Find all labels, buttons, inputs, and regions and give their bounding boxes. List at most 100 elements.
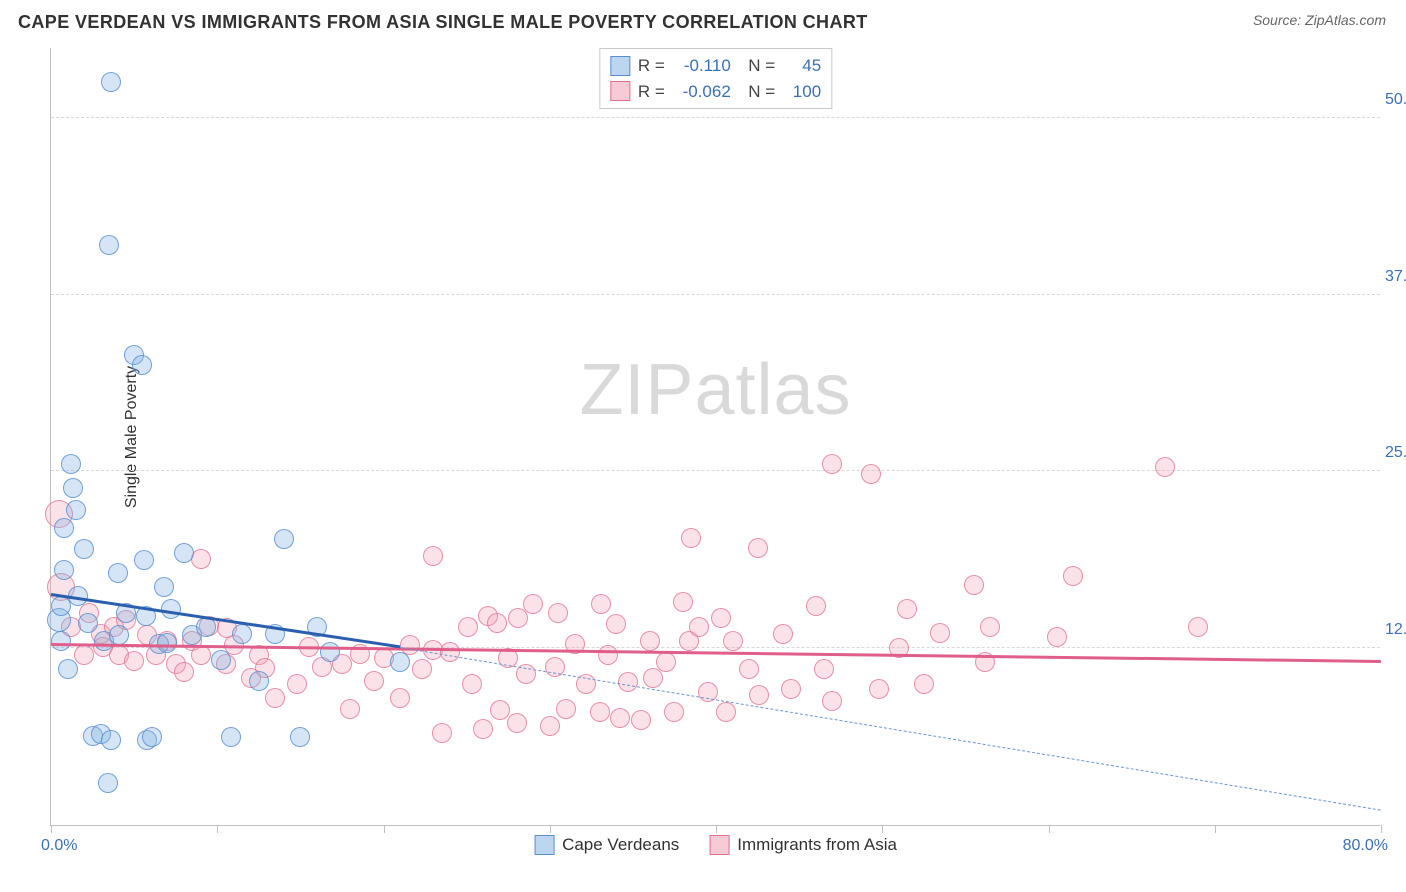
stats-r-blue: -0.110 (673, 53, 731, 79)
swatch-pink-icon (709, 835, 729, 855)
point-blue (54, 518, 74, 538)
point-pink (1155, 457, 1175, 477)
point-blue (320, 642, 340, 662)
point-blue (249, 671, 269, 691)
stats-box: R = -0.110 N = 45 R = -0.062 N = 100 (599, 48, 832, 109)
point-pink (822, 691, 842, 711)
point-pink (822, 454, 842, 474)
point-blue (274, 529, 294, 549)
swatch-blue-icon (610, 56, 630, 76)
swatch-pink-icon (610, 81, 630, 101)
y-tick-label: 50.0% (1385, 91, 1406, 109)
legend-item-pink: Immigrants from Asia (709, 835, 897, 855)
point-pink (487, 613, 507, 633)
x-axis-start: 0.0% (41, 837, 77, 855)
point-pink (664, 702, 684, 722)
point-blue (109, 625, 129, 645)
legend: Cape Verdeans Immigrants from Asia (534, 835, 897, 855)
point-pink (914, 674, 934, 694)
point-blue (154, 577, 174, 597)
legend-label-pink: Immigrants from Asia (737, 835, 897, 855)
x-tick (217, 825, 218, 833)
x-axis-end: 80.0% (1343, 837, 1388, 855)
point-blue (66, 500, 86, 520)
x-tick (882, 825, 883, 833)
stats-r-label: R = (638, 53, 665, 79)
point-pink (1188, 617, 1208, 637)
point-pink (440, 642, 460, 662)
point-pink (174, 662, 194, 682)
point-pink (656, 652, 676, 672)
point-pink (124, 651, 144, 671)
point-pink (458, 617, 478, 637)
stats-n-label: N = (739, 79, 775, 105)
point-pink (716, 702, 736, 722)
point-pink (610, 708, 630, 728)
point-blue (174, 543, 194, 563)
watermark-zip: ZIP (579, 350, 694, 430)
point-pink (681, 528, 701, 548)
point-blue (63, 478, 83, 498)
x-tick (716, 825, 717, 833)
point-blue (161, 599, 181, 619)
point-pink (897, 599, 917, 619)
point-pink (412, 659, 432, 679)
point-pink (364, 671, 384, 691)
chart-area: ZIPatlas Single Male Poverty R = -0.110 … (50, 48, 1380, 826)
point-blue (101, 72, 121, 92)
point-blue (221, 727, 241, 747)
point-pink (861, 464, 881, 484)
stats-r-pink: -0.062 (673, 79, 731, 105)
point-pink (191, 645, 211, 665)
point-pink (606, 614, 626, 634)
point-pink (806, 596, 826, 616)
point-pink (748, 538, 768, 558)
point-blue (232, 624, 252, 644)
point-pink (739, 659, 759, 679)
point-pink (643, 668, 663, 688)
point-pink (591, 594, 611, 614)
swatch-blue-icon (534, 835, 554, 855)
point-blue (290, 727, 310, 747)
gridline (51, 470, 1380, 471)
point-pink (723, 631, 743, 651)
point-blue (142, 727, 162, 747)
stats-n-pink: 100 (783, 79, 821, 105)
y-axis-label: Single Male Poverty (123, 365, 141, 507)
point-pink (618, 672, 638, 692)
point-blue (51, 631, 71, 651)
point-pink (689, 617, 709, 637)
point-pink (930, 623, 950, 643)
point-blue (61, 454, 81, 474)
watermark-atlas: atlas (694, 350, 851, 430)
point-pink (1047, 627, 1067, 647)
point-pink (423, 546, 443, 566)
point-blue (98, 773, 118, 793)
point-blue (74, 539, 94, 559)
point-blue (58, 659, 78, 679)
point-pink (507, 713, 527, 733)
point-pink (711, 608, 731, 628)
stats-row-pink: R = -0.062 N = 100 (610, 79, 821, 105)
x-tick (51, 825, 52, 833)
point-blue (134, 550, 154, 570)
x-tick (550, 825, 551, 833)
point-pink (265, 688, 285, 708)
point-pink (523, 594, 543, 614)
point-pink (540, 716, 560, 736)
point-blue (108, 563, 128, 583)
legend-item-blue: Cape Verdeans (534, 835, 679, 855)
point-blue (101, 730, 121, 750)
point-pink (556, 699, 576, 719)
point-pink (814, 659, 834, 679)
stats-row-blue: R = -0.110 N = 45 (610, 53, 821, 79)
point-blue (390, 652, 410, 672)
point-pink (590, 702, 610, 722)
x-tick (1049, 825, 1050, 833)
point-pink (473, 719, 493, 739)
point-pink (548, 603, 568, 623)
point-pink (390, 688, 410, 708)
x-tick (1215, 825, 1216, 833)
point-pink (773, 624, 793, 644)
y-tick-label: 25.0% (1385, 444, 1406, 462)
